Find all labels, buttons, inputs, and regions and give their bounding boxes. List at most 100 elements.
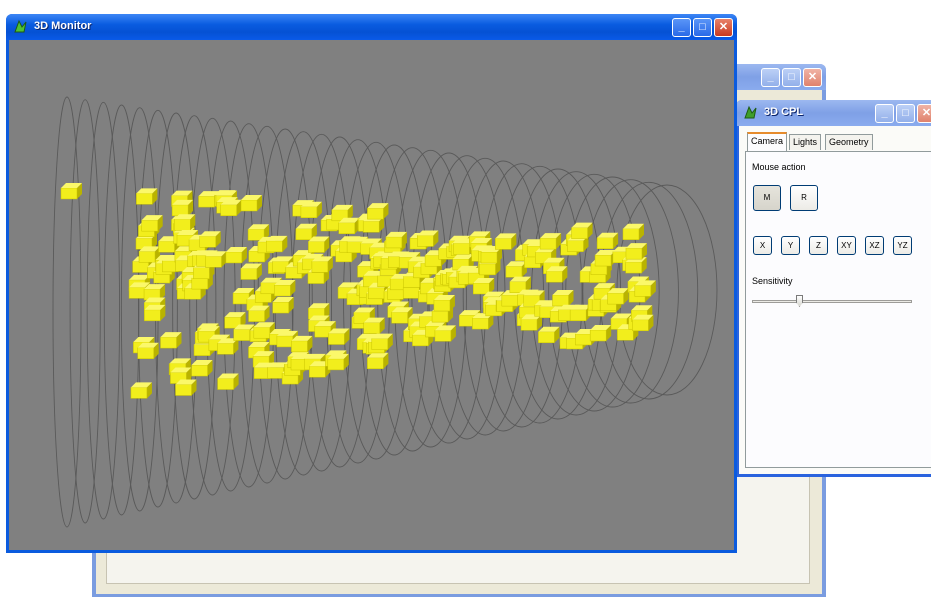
yellow-cube [367, 352, 389, 370]
mode-m-button[interactable]: M [753, 185, 781, 211]
yellow-cube [266, 235, 288, 253]
yellow-cube [300, 201, 322, 218]
yellow-cube [308, 303, 330, 320]
sensitivity-slider-track[interactable] [752, 300, 912, 303]
yellow-cube [205, 251, 227, 268]
yellow-cube [472, 278, 495, 295]
maximize-icon: □ [699, 21, 706, 33]
mode-r-button[interactable]: R [790, 185, 818, 211]
axis-yz-button[interactable]: YZ [893, 236, 912, 255]
axis-xz-button[interactable]: XZ [865, 236, 884, 255]
yellow-cube [589, 325, 612, 342]
monitor-minimize-button[interactable]: _ [672, 18, 691, 37]
yellow-cube [217, 373, 239, 390]
yellow-cube [240, 195, 262, 212]
yellow-cube [240, 263, 262, 280]
cpl-close-button[interactable]: ✕ [917, 104, 931, 123]
axis-y-button[interactable]: Y [781, 236, 800, 255]
axis-x-button[interactable]: X [753, 236, 772, 255]
cpl-window-titlebar[interactable]: 3D CPL _ □ ✕ [736, 100, 931, 126]
yellow-cube [505, 261, 527, 278]
cylinder-rings [52, 96, 718, 528]
yellow-cube [632, 314, 654, 332]
minimize-icon: _ [767, 71, 774, 83]
cpl-window-client: Camera Lights Geometry Mouse action M R … [739, 126, 931, 474]
yellow-cube [295, 223, 317, 241]
yellow-cube [199, 231, 221, 248]
3d-scene[interactable] [9, 40, 734, 550]
yellow-cube [136, 188, 158, 205]
yellow-cube [622, 223, 644, 240]
yellow-cube [175, 379, 197, 396]
yellow-cube [137, 342, 159, 359]
yellow-cube [539, 233, 562, 250]
close-button[interactable]: ✕ [803, 68, 822, 87]
yellow-cube [160, 332, 182, 349]
yellow-cube [220, 199, 242, 217]
yellow-cube [130, 382, 152, 399]
monitor-close-button[interactable]: ✕ [714, 18, 733, 37]
tab-camera[interactable]: Camera [747, 132, 788, 151]
yellow-cube [291, 335, 313, 353]
yellow-cube [191, 360, 213, 377]
cpl-maximize-button[interactable]: □ [896, 104, 915, 123]
green-app-icon [14, 19, 27, 33]
cylinder-ring [291, 133, 352, 472]
yellow-cube [247, 224, 270, 241]
axis-z-button[interactable]: Z [809, 236, 828, 255]
minimize-icon: _ [678, 21, 685, 33]
tab-lights[interactable]: Lights [789, 134, 822, 150]
cylinder-ring [52, 96, 82, 528]
yellow-cube [274, 280, 296, 297]
yellow-cube [225, 246, 247, 264]
yellow-cube [144, 304, 166, 322]
yellow-cube [331, 204, 353, 222]
cylinder-ring [138, 109, 178, 508]
yellow-cube [174, 214, 196, 231]
maximize-button[interactable]: □ [782, 68, 801, 87]
monitor-window-titlebar[interactable]: 3D Monitor _ □ ✕ [6, 14, 737, 40]
yellow-cube [607, 288, 629, 305]
monitor-maximize-button[interactable]: □ [693, 18, 712, 37]
yellow-cube [571, 222, 593, 239]
yellow-cube [495, 233, 517, 250]
camera-tab-panel: Mouse action M R X Y Z XY XZ YZ Sensitiv… [745, 151, 931, 468]
yellow-cube [248, 305, 270, 322]
yellow-cube [328, 328, 350, 345]
yellow-cube [217, 338, 239, 355]
yellow-cube [509, 276, 531, 293]
maximize-icon: □ [902, 107, 909, 119]
yellow-cube [272, 297, 294, 314]
cylinder-ring [172, 115, 217, 500]
minimize-button[interactable]: _ [761, 68, 780, 87]
close-icon: ✕ [921, 107, 931, 119]
yellow-cubes [60, 183, 656, 399]
yellow-cube [308, 236, 330, 253]
yellow-cube [625, 243, 647, 260]
maximize-icon: □ [788, 71, 795, 83]
yellow-cube [538, 326, 560, 344]
yellow-cube [141, 215, 163, 232]
cylinder-ring [189, 117, 236, 496]
monitor-viewport[interactable] [9, 40, 734, 550]
minimize-icon: _ [881, 107, 888, 119]
monitor-window-title: 3D Monitor [34, 20, 92, 32]
yellow-cube [224, 312, 246, 329]
cpl-tab-strip: Camera Lights Geometry [745, 132, 931, 152]
cylinder-ring [86, 101, 120, 520]
close-icon: ✕ [718, 21, 729, 33]
cpl-window: 3D CPL _ □ ✕ Camera Lights Geometry Mous… [736, 100, 931, 477]
cylinder-ring [582, 179, 679, 404]
yellow-cube [552, 289, 574, 307]
yellow-cube [596, 232, 619, 250]
monitor-window: 3D Monitor _ □ ✕ [6, 14, 737, 553]
cpl-minimize-button[interactable]: _ [875, 104, 894, 123]
tab-geometry[interactable]: Geometry [825, 134, 873, 150]
yellow-cube [520, 314, 543, 331]
yellow-cube [338, 217, 360, 235]
green-app-icon [744, 105, 757, 119]
yellow-cube [625, 257, 647, 274]
axis-xy-button[interactable]: XY [837, 236, 856, 255]
yellow-cube [417, 230, 439, 247]
sensitivity-slider-thumb[interactable] [796, 295, 803, 307]
